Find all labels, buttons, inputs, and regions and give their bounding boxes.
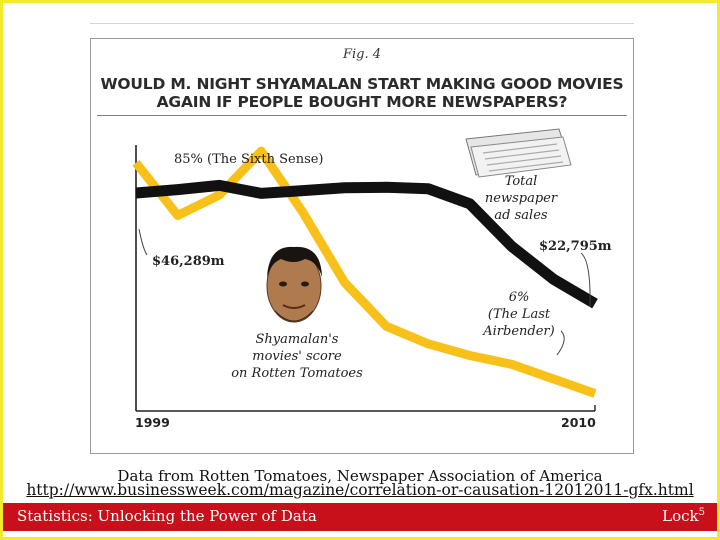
footer-author: Lock5 xyxy=(662,507,705,525)
sales-end-label: $22,795m xyxy=(539,239,612,254)
score-label-line-2: movies' score xyxy=(252,349,342,364)
figure-panel: Fig. 4 WOULD M. NIGHT SHYAMALAN START MA… xyxy=(90,38,634,454)
sales-label-line-2: newspaper xyxy=(485,191,558,206)
footer-title: Statistics: Unlocking the Power of Data xyxy=(17,507,317,525)
sales-label-line-3: ad sales xyxy=(494,208,547,223)
score-start-label: 85% (The Sixth Sense) xyxy=(174,152,324,167)
score-series-line xyxy=(132,146,597,398)
footer-author-sup: 5 xyxy=(698,507,705,518)
score-label-line-1: Shyamalan's xyxy=(256,332,339,347)
sales-end-leader xyxy=(580,252,591,308)
newspaper-icon xyxy=(465,128,572,178)
x-tick-label-2010: 2010 xyxy=(561,415,596,430)
x-tick-label-1999: 1999 xyxy=(135,415,170,430)
score-end-label: 6% (The Last Airbender) xyxy=(482,290,554,339)
score-end-line-2: (The Last xyxy=(488,307,551,322)
portrait-icon xyxy=(266,246,322,323)
footer-bar: Statistics: Unlocking the Power of Data … xyxy=(3,503,717,531)
figure-title-line-1: WOULD M. NIGHT SHYAMALAN START MAKING GO… xyxy=(100,75,624,93)
line-chart: 1999 2010 85% (The Sixth Sense) $46,289m… xyxy=(132,128,612,430)
footer-author-name: Lock xyxy=(662,507,699,525)
sales-label-line-1: Total xyxy=(505,174,538,189)
source-link[interactable]: http://www.businessweek.com/magazine/cor… xyxy=(26,481,694,499)
score-end-line-3: Airbender) xyxy=(482,324,554,339)
title-rule xyxy=(97,115,627,116)
figure-label: Fig. 4 xyxy=(342,47,382,62)
figure-title-line-2: AGAIN IF PEOPLE BOUGHT MORE NEWSPAPERS? xyxy=(156,93,568,111)
divider xyxy=(90,23,634,24)
sales-start-leader xyxy=(138,228,148,256)
ad-sales-series-line xyxy=(135,179,598,309)
score-end-leader xyxy=(556,330,565,356)
sales-start-label: $46,289m xyxy=(152,254,225,269)
figure-title: WOULD M. NIGHT SHYAMALAN START MAKING GO… xyxy=(91,75,633,111)
score-end-line-1: 6% xyxy=(509,290,530,305)
score-series-label: Shyamalan's movies' score on Rotten Toma… xyxy=(231,332,363,381)
data-source-credit: Data from Rotten Tomatoes, Newspaper Ass… xyxy=(117,467,603,485)
score-label-line-3: on Rotten Tomatoes xyxy=(231,366,363,381)
sales-series-label: Total newspaper ad sales xyxy=(485,174,558,223)
